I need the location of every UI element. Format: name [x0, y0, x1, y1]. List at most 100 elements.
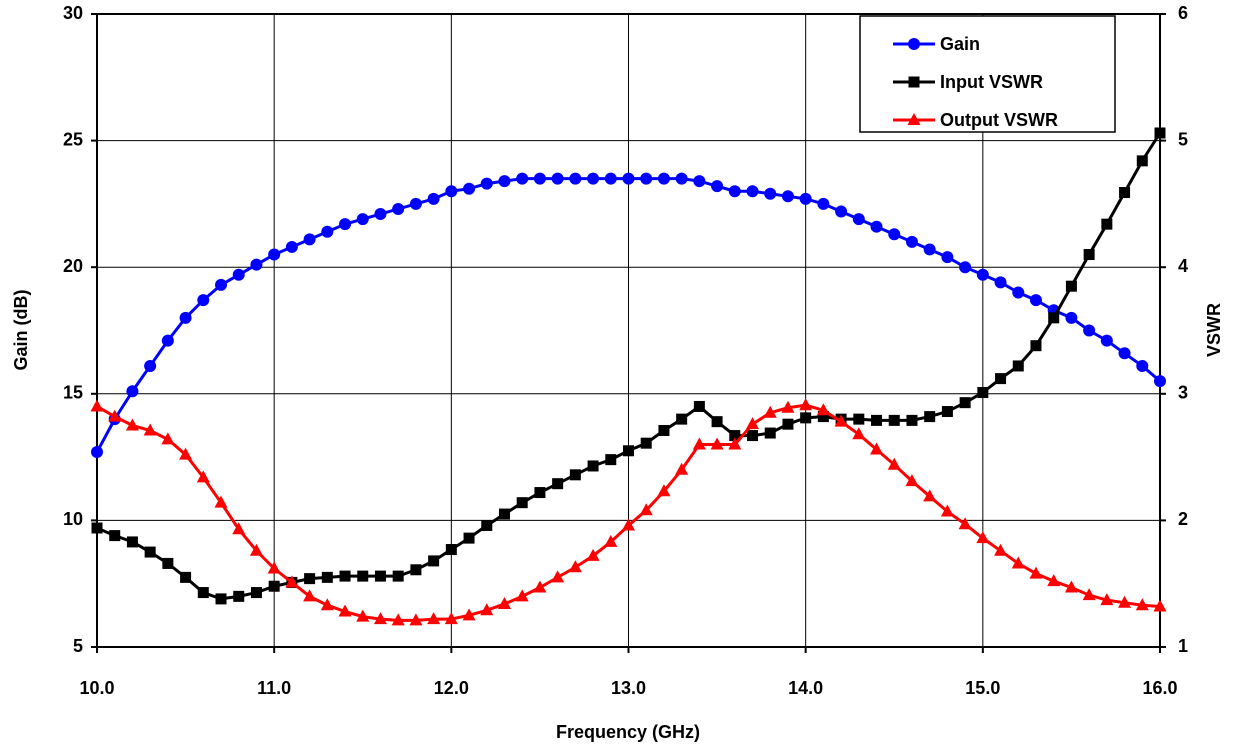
marker [90, 399, 104, 412]
marker [657, 484, 671, 497]
marker [976, 531, 990, 544]
y-tick-label: 15 [63, 383, 83, 403]
marker [392, 570, 404, 582]
marker [1012, 286, 1025, 299]
marker [498, 508, 510, 520]
marker [480, 603, 494, 616]
marker [268, 580, 280, 592]
marker [923, 489, 937, 502]
marker [357, 570, 369, 582]
marker [782, 418, 794, 430]
marker [215, 593, 227, 605]
marker [1065, 311, 1078, 324]
marker [1100, 334, 1113, 347]
marker [959, 261, 972, 274]
y2-tick-label: 1 [1178, 636, 1188, 656]
marker [852, 213, 865, 226]
marker [232, 522, 246, 535]
marker [959, 397, 971, 409]
x-tick-label: 11.0 [257, 678, 291, 698]
marker [1048, 312, 1060, 324]
marker [746, 185, 759, 198]
marker [321, 571, 333, 583]
marker [676, 413, 688, 425]
marker [800, 412, 812, 424]
marker [161, 334, 174, 347]
marker [994, 543, 1008, 556]
marker [533, 172, 546, 185]
marker [1135, 598, 1149, 611]
marker [303, 589, 317, 602]
marker [179, 447, 193, 460]
marker [693, 400, 705, 412]
marker [888, 228, 901, 241]
marker [640, 172, 653, 185]
marker [958, 517, 972, 530]
y2-tick-label: 5 [1178, 129, 1188, 149]
marker [923, 243, 936, 256]
marker [179, 311, 192, 324]
x-tick-label: 13.0 [611, 678, 646, 698]
marker [711, 180, 724, 193]
marker [905, 474, 919, 487]
marker [799, 398, 813, 411]
marker [605, 454, 617, 466]
marker [675, 462, 689, 475]
y-tick-label: 10 [63, 509, 83, 529]
marker [1118, 595, 1132, 608]
marker [977, 387, 989, 399]
marker [197, 294, 210, 307]
marker [1154, 375, 1166, 388]
marker [639, 503, 653, 516]
marker [1083, 324, 1096, 337]
marker [887, 457, 901, 470]
marker [587, 172, 600, 185]
y2-axis-title: VSWR [1204, 303, 1224, 357]
marker [533, 580, 547, 593]
marker [586, 548, 600, 561]
marker [126, 385, 139, 398]
marker [214, 495, 228, 508]
marker [604, 534, 618, 547]
marker [268, 248, 281, 261]
marker [267, 561, 281, 574]
marker [994, 276, 1007, 289]
marker [817, 197, 830, 210]
x-tick-label: 10.0 [79, 678, 114, 698]
marker [871, 414, 883, 426]
y-tick-label: 25 [63, 129, 83, 149]
marker [853, 413, 865, 425]
marker [587, 460, 599, 472]
marker [462, 608, 476, 621]
marker [1029, 566, 1043, 579]
marker [1136, 359, 1149, 372]
marker [233, 590, 245, 602]
y2-tick-label: 4 [1178, 256, 1188, 276]
marker [91, 522, 103, 534]
marker [143, 423, 157, 436]
marker [1065, 280, 1077, 292]
marker [976, 268, 989, 281]
marker [409, 613, 423, 626]
marker [463, 532, 475, 544]
marker [747, 430, 759, 442]
marker [303, 233, 316, 246]
marker [764, 187, 777, 200]
marker [711, 416, 723, 428]
marker [356, 213, 369, 226]
marker [746, 417, 760, 430]
marker [870, 220, 883, 233]
marker [285, 240, 298, 253]
marker [1082, 588, 1096, 601]
marker [250, 258, 263, 271]
marker [817, 411, 829, 423]
marker [552, 478, 564, 490]
marker [551, 570, 565, 583]
x-tick-label: 16.0 [1142, 678, 1177, 698]
marker [339, 570, 351, 582]
x-axis-title: Frequency (GHz) [556, 722, 700, 742]
marker [763, 405, 777, 418]
x-tick-label: 14.0 [788, 678, 823, 698]
marker [693, 175, 706, 188]
